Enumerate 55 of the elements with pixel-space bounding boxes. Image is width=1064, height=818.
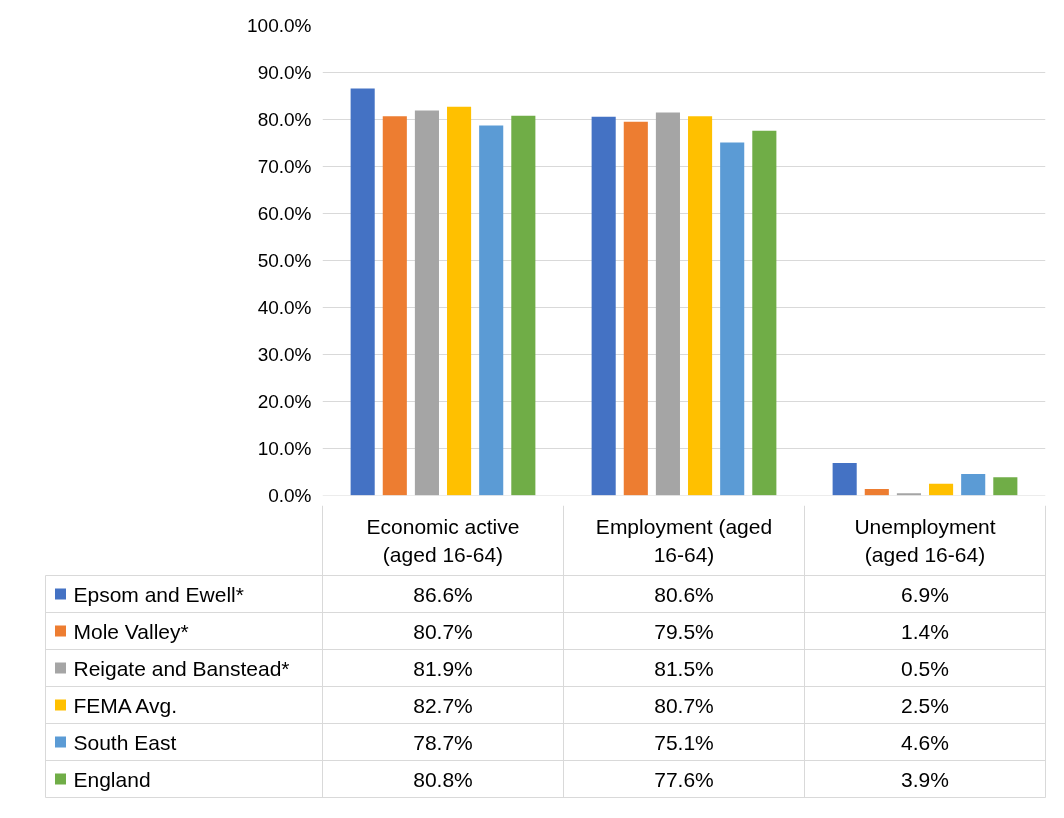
- x-tick-label: Economic active (aged 16-64): [366, 515, 520, 566]
- y-tick-label: 0.0%: [268, 484, 312, 506]
- data-label: 79.5%: [654, 619, 714, 643]
- bar: [623, 121, 648, 496]
- y-tick-label: 80.0%: [257, 109, 312, 130]
- bar: [350, 88, 375, 496]
- data-label: 4.6%: [901, 730, 949, 754]
- data-label: 78.7%: [413, 730, 473, 754]
- legend-label: Mole Valley*: [73, 619, 189, 643]
- data-label: 81.5%: [654, 656, 714, 680]
- bar: [720, 142, 745, 496]
- y-tick-label: 40.0%: [257, 297, 312, 318]
- bar: [832, 463, 857, 496]
- data-label: 80.6%: [654, 582, 714, 606]
- y-tick-label: 30.0%: [257, 344, 312, 365]
- data-label: 80.7%: [413, 619, 473, 643]
- y-tick-label: 70.0%: [257, 156, 312, 177]
- data-label: 82.7%: [413, 693, 473, 717]
- bar: [479, 125, 504, 496]
- data-label: 75.1%: [654, 730, 714, 754]
- y-tick-label: 50.0%: [257, 250, 312, 271]
- bar: [688, 116, 713, 496]
- data-label: 86.6%: [413, 582, 473, 606]
- bar: [752, 130, 777, 496]
- data-label: 1.4%: [901, 619, 949, 643]
- y-tick-label: 100.0%: [247, 15, 312, 36]
- legend-label: England: [73, 767, 151, 791]
- data-label: 3.9%: [901, 767, 949, 791]
- data-label: 6.9%: [901, 582, 949, 606]
- legend-label: Reigate and Banstead*: [73, 656, 290, 680]
- bar: [382, 116, 407, 496]
- y-tick-label: 60.0%: [257, 203, 312, 224]
- bar: [511, 115, 536, 496]
- data-label: 80.7%: [654, 693, 714, 717]
- data-label: 2.5%: [901, 693, 949, 717]
- bar: [414, 110, 439, 496]
- y-tick-label: 90.0%: [257, 62, 312, 83]
- data-label: 0.5%: [901, 656, 949, 680]
- y-tick-label: 10.0%: [257, 438, 312, 459]
- legend-label: South East: [73, 730, 177, 754]
- bar: [591, 116, 616, 496]
- bar: [447, 106, 472, 496]
- bar: [864, 488, 889, 496]
- x-tick-label: Unemployment (aged 16-64): [854, 515, 996, 566]
- data-label: 80.8%: [413, 767, 473, 791]
- x-tick-label: Employment (aged 16-64): [595, 515, 773, 566]
- legend-label: FEMA Avg.: [73, 693, 177, 717]
- bar: [655, 112, 680, 496]
- bar: [929, 483, 954, 496]
- data-label: 77.6%: [654, 767, 714, 791]
- y-tick-label: 20.0%: [257, 391, 312, 412]
- data-label: 81.9%: [413, 656, 473, 680]
- legend-label: Epsom and Ewell*: [73, 582, 244, 606]
- bar: [961, 473, 986, 496]
- bar: [993, 477, 1018, 496]
